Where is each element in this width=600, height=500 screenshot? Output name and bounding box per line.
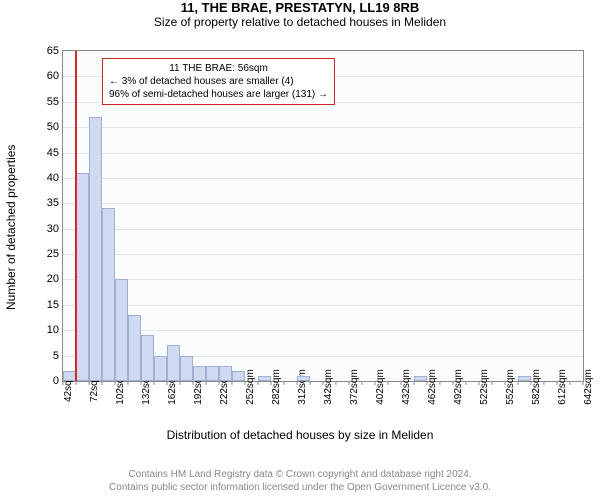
xtick-mark xyxy=(310,381,311,385)
xtick-label: 252sqm xyxy=(245,369,256,405)
xtick-mark xyxy=(180,381,181,385)
ytick-label: 65 xyxy=(47,45,59,57)
histogram-bar xyxy=(89,117,102,381)
ytick-label: 25 xyxy=(47,248,59,260)
gridline xyxy=(63,279,583,280)
histogram-bar xyxy=(518,376,531,381)
gridline xyxy=(63,203,583,204)
histogram-bar xyxy=(128,315,141,381)
footer-line-1: Contains HM Land Registry data © Crown c… xyxy=(0,469,600,482)
gridline xyxy=(63,305,583,306)
histogram-bar xyxy=(115,279,128,381)
gridline xyxy=(63,229,583,230)
chart-footer: Contains HM Land Registry data © Crown c… xyxy=(0,469,600,494)
xtick-label: 402sqm xyxy=(375,369,386,405)
xtick-label: 612sqm xyxy=(557,369,568,405)
xtick-mark xyxy=(518,381,519,385)
ytick-label: 60 xyxy=(47,70,59,82)
histogram-bar xyxy=(193,366,206,381)
xtick-mark xyxy=(258,381,259,385)
ytick-label: 55 xyxy=(47,96,59,108)
marker-line xyxy=(75,51,77,381)
xtick-label: 642sqm xyxy=(583,369,594,405)
histogram-bar xyxy=(258,376,271,381)
gridline xyxy=(63,330,583,331)
xtick-label: 492sqm xyxy=(453,369,464,405)
xtick-label: 432sqm xyxy=(401,369,412,405)
xtick-mark xyxy=(284,381,285,385)
ytick-label: 15 xyxy=(47,299,59,311)
footer-line-2: Contains public sector information licen… xyxy=(0,482,600,495)
ytick-label: 5 xyxy=(53,350,59,362)
histogram-bar xyxy=(154,356,167,381)
xtick-mark xyxy=(570,381,571,385)
ytick-label: 20 xyxy=(47,273,59,285)
xtick-mark xyxy=(128,381,129,385)
ytick-label: 0 xyxy=(53,375,59,387)
histogram-bar xyxy=(414,376,427,381)
histogram-bar xyxy=(102,208,115,381)
xtick-label: 462sqm xyxy=(427,369,438,405)
xtick-mark xyxy=(362,381,363,385)
annotation-line-2: ← 3% of detached houses are smaller (4) xyxy=(109,75,328,88)
xtick-mark xyxy=(206,381,207,385)
annotation-box: 11 THE BRAE: 56sqm← 3% of detached house… xyxy=(102,58,335,105)
histogram-bar xyxy=(206,366,219,381)
xtick-mark xyxy=(544,381,545,385)
chart-subtitle: Size of property relative to detached ho… xyxy=(0,15,600,29)
xtick-label: 342sqm xyxy=(323,369,334,405)
xtick-label: 312sqm xyxy=(297,369,308,405)
histogram-bar xyxy=(297,376,310,381)
y-axis-label: Number of detached properties xyxy=(4,145,18,310)
xtick-mark xyxy=(154,381,155,385)
plot-area: 0510152025303540455055606542sqm72sqm102s… xyxy=(62,50,584,382)
ytick-label: 30 xyxy=(47,223,59,235)
gridline xyxy=(63,127,583,128)
ytick-label: 35 xyxy=(47,197,59,209)
annotation-line-1: 11 THE BRAE: 56sqm xyxy=(109,62,328,75)
gridline xyxy=(63,178,583,179)
xtick-label: 552sqm xyxy=(505,369,516,405)
xtick-mark xyxy=(492,381,493,385)
x-axis-label: Distribution of detached houses by size … xyxy=(0,428,600,442)
gridline xyxy=(63,153,583,154)
ytick-label: 40 xyxy=(47,172,59,184)
xtick-mark xyxy=(76,381,77,385)
xtick-label: 582sqm xyxy=(531,369,542,405)
annotation-line-3: 96% of semi-detached houses are larger (… xyxy=(109,88,328,101)
xtick-label: 372sqm xyxy=(349,369,360,405)
histogram-bar xyxy=(141,335,154,381)
chart-title: 11, THE BRAE, PRESTATYN, LL19 8RB xyxy=(0,0,600,15)
ytick-label: 50 xyxy=(47,121,59,133)
histogram-bar xyxy=(219,366,232,381)
histogram-bar xyxy=(232,371,245,381)
xtick-mark xyxy=(388,381,389,385)
histogram-bar xyxy=(63,371,76,381)
histogram-bar xyxy=(76,173,89,381)
histogram-bar xyxy=(167,345,180,381)
xtick-label: 282sqm xyxy=(271,369,282,405)
ytick-label: 10 xyxy=(47,324,59,336)
xtick-mark xyxy=(102,381,103,385)
xtick-mark xyxy=(232,381,233,385)
xtick-mark xyxy=(414,381,415,385)
xtick-mark xyxy=(466,381,467,385)
gridline xyxy=(63,254,583,255)
xtick-mark xyxy=(336,381,337,385)
histogram-bar xyxy=(180,356,193,381)
xtick-mark xyxy=(440,381,441,385)
ytick-label: 45 xyxy=(47,147,59,159)
xtick-label: 522sqm xyxy=(479,369,490,405)
